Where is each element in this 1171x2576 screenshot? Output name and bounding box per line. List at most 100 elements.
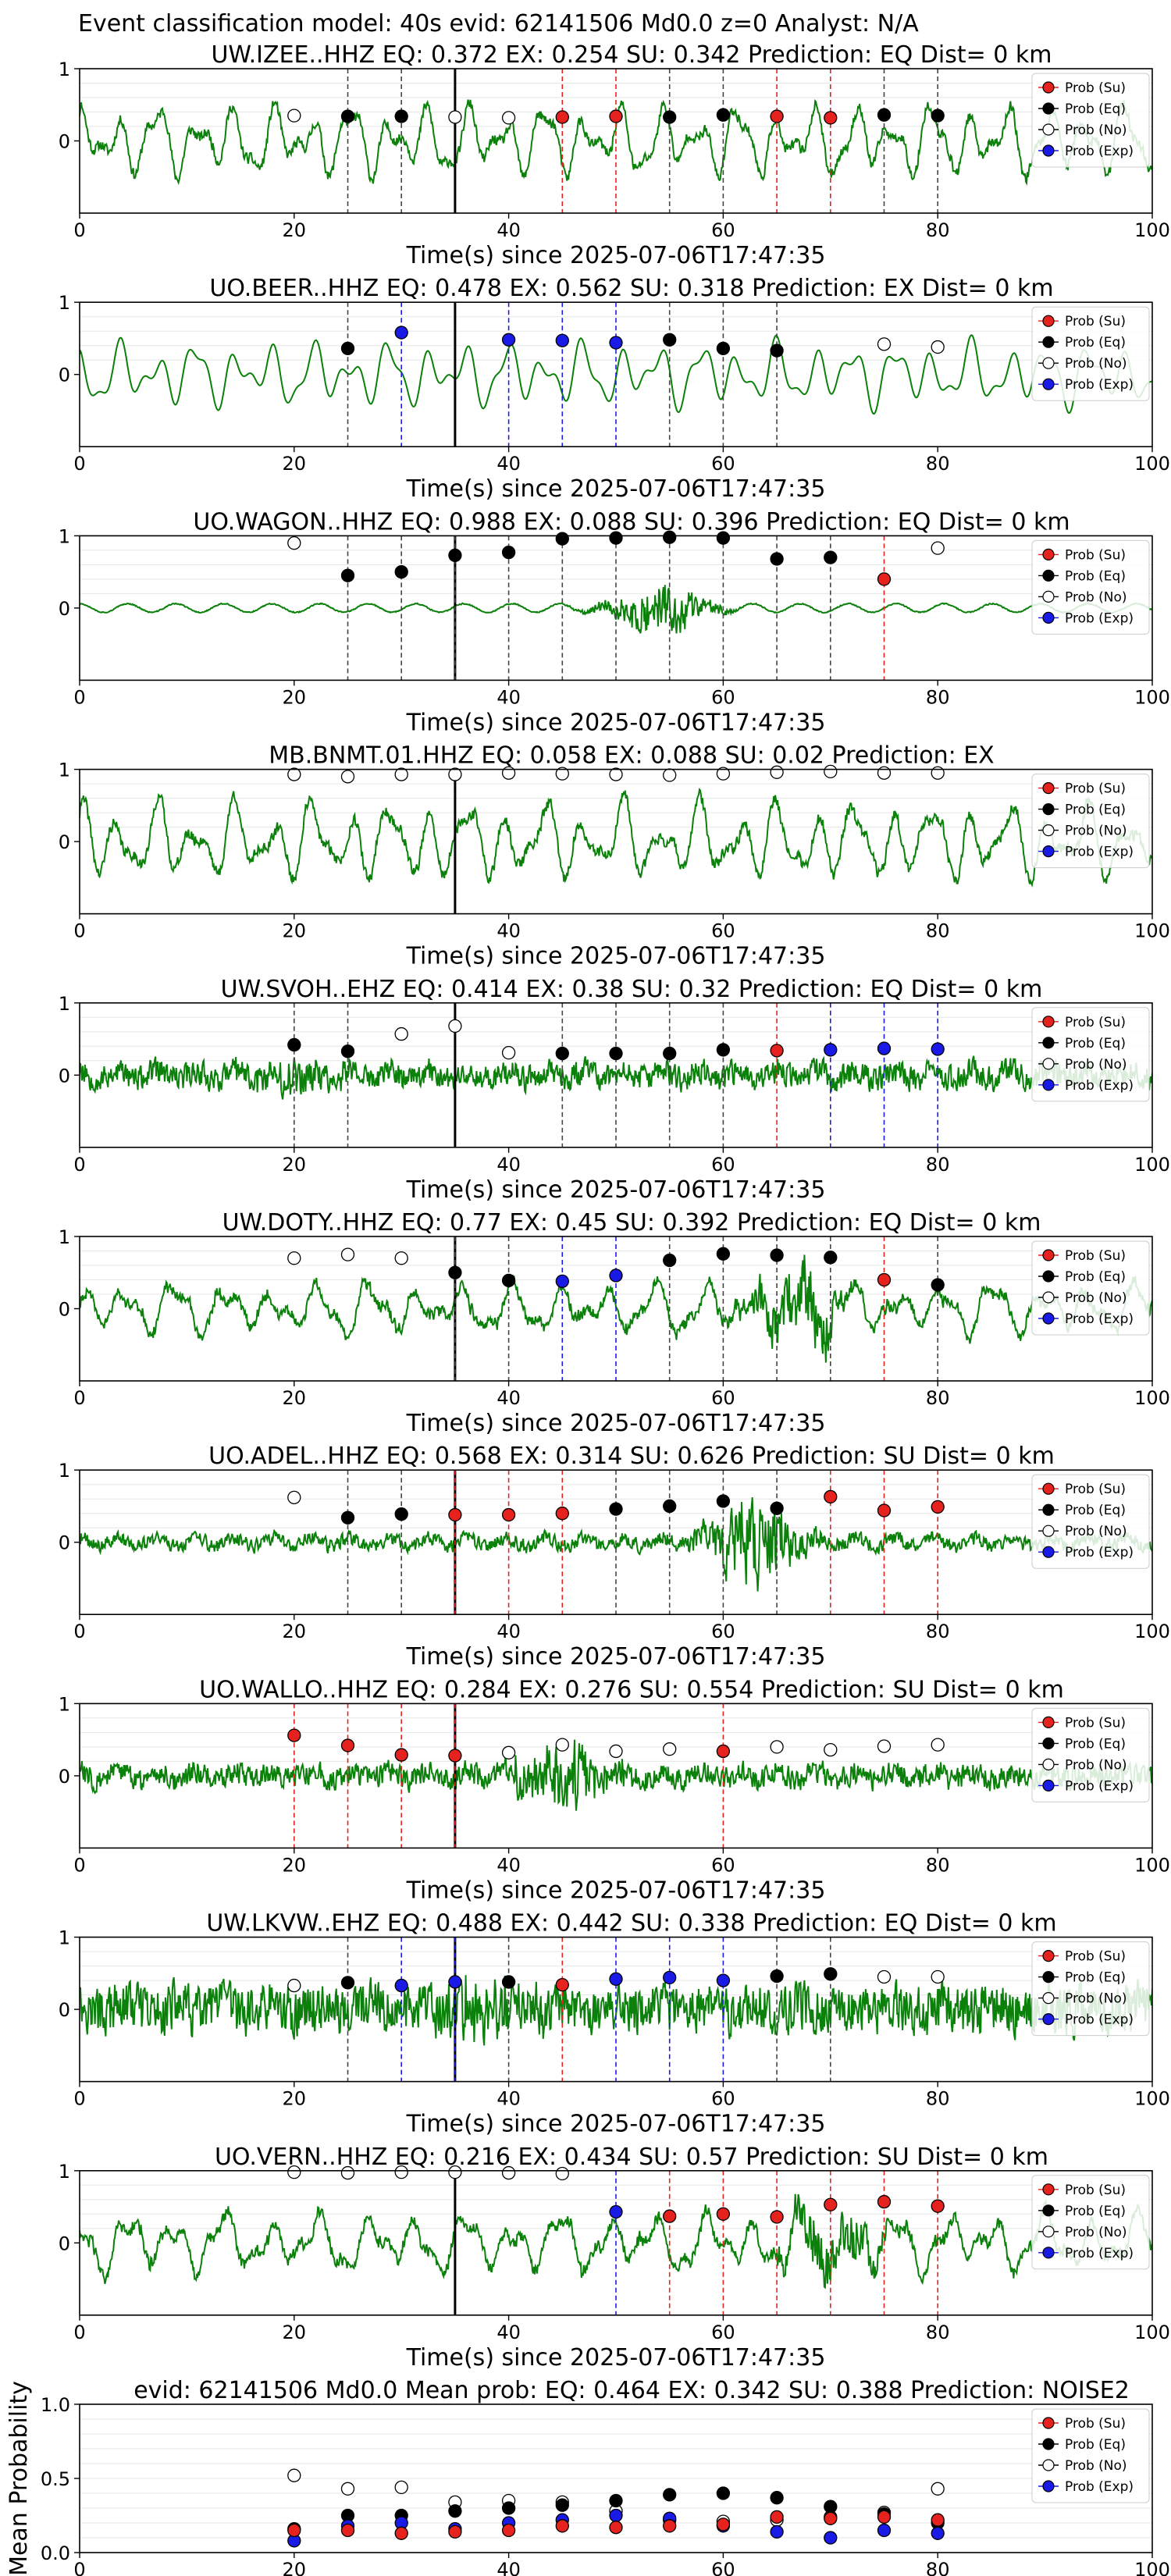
mean-marker-exp xyxy=(877,2523,892,2538)
legend: Prob (Su) Prob (Eq) Prob (No) Prob (Exp) xyxy=(1031,2175,1150,2270)
marker-eq xyxy=(394,1507,408,1521)
x-tick-label: 60 xyxy=(711,920,735,942)
marker-eq xyxy=(663,1499,677,1514)
mean-marker-eq xyxy=(555,2498,569,2512)
x-tick-label: 40 xyxy=(497,1387,521,1409)
waveform-trace xyxy=(80,98,1152,186)
panel-title: UW.LKVW..EHZ EQ: 0.488 EX: 0.442 SU: 0.3… xyxy=(206,1910,1056,1937)
mean-marker-su xyxy=(824,2511,838,2525)
legend-marker-eq xyxy=(1042,1971,1055,1984)
marker-no xyxy=(287,536,301,550)
x-tick-label: 60 xyxy=(711,686,735,708)
panels: 0 20 40 60 80 100 0 1 UW.IZEE..HHZ EQ: 0.372 EX:… xyxy=(5,41,1170,2576)
marker-su xyxy=(448,1749,462,1763)
legend-label-exp: Prob (Exp) xyxy=(1065,2012,1134,2028)
marker-su xyxy=(555,110,569,124)
marker-eq xyxy=(340,1976,355,1990)
marker-eq xyxy=(824,1251,838,1265)
marker-no xyxy=(394,2165,408,2179)
panel-8: 0 20 40 60 80 100 0 1 UW.LKVW..EHZ EQ: 0.488 EX:… xyxy=(59,1910,1170,2138)
panel-3: 0 20 40 60 80 100 0 1 MB.BNMT.01.HHZ EQ: 0.058 E… xyxy=(59,742,1170,970)
legend-marker-exp xyxy=(1042,1779,1055,1791)
marker-no xyxy=(340,2165,355,2180)
marker-exp xyxy=(609,1268,623,1283)
legend-label-no: Prob (No) xyxy=(1065,1290,1127,1306)
x-tick-label: 80 xyxy=(926,1154,950,1176)
legend-marker-exp xyxy=(1042,378,1055,390)
legend-label-su: Prob (Su) xyxy=(1065,314,1126,329)
legend-label-su: Prob (Su) xyxy=(1065,1715,1126,1731)
x-tick-label: 0 xyxy=(73,2088,85,2110)
marker-no xyxy=(716,767,731,781)
marker-no xyxy=(824,764,838,779)
legend-label-su: Prob (Su) xyxy=(1065,2183,1126,2198)
legend: Prob (Su) Prob (Eq) Prob (No) Prob (Exp) xyxy=(1031,1007,1150,1102)
legend-marker-no xyxy=(1042,1058,1055,1070)
legend-label-no: Prob (No) xyxy=(1065,824,1127,839)
x-axis-label: Time(s) since 2025-07-06T17:47:35 xyxy=(406,1410,826,1437)
x-tick-label: 40 xyxy=(497,686,521,708)
x-axis-label: Time(s) since 2025-07-06T17:47:35 xyxy=(406,1176,826,1204)
y-tick-label: 1 xyxy=(59,1693,70,1715)
marker-eq xyxy=(770,1248,784,1262)
y-tick-label: 0.5 xyxy=(41,2468,70,2490)
panel-title: UW.IZEE..HHZ EQ: 0.372 EX: 0.254 SU: 0.3… xyxy=(211,41,1052,69)
legend-label-exp: Prob (Exp) xyxy=(1065,610,1134,626)
marker-eq xyxy=(287,1037,301,1052)
mean-marker-no xyxy=(394,2480,408,2495)
x-tick-label: 40 xyxy=(497,1621,521,1642)
panel-title: UW.DOTY..HHZ EQ: 0.77 EX: 0.45 SU: 0.392… xyxy=(222,1209,1041,1236)
legend: Prob (Su) Prob (Eq) Prob (No) Prob (Exp) xyxy=(1031,1707,1150,1802)
marker-eq xyxy=(716,108,731,122)
x-tick-label: 20 xyxy=(283,2088,307,2110)
legend-marker-no xyxy=(1042,357,1055,369)
marker-eq xyxy=(931,1278,945,1292)
marker-exp xyxy=(609,1972,623,1986)
legend-marker-su xyxy=(1042,2183,1055,2196)
mean-marker-su xyxy=(555,2519,569,2533)
legend-marker-exp xyxy=(1042,1312,1055,1325)
x-tick-label: 20 xyxy=(283,920,307,942)
legend-marker-exp xyxy=(1042,1546,1055,1558)
legend-box xyxy=(1031,73,1150,168)
legend-box xyxy=(1031,1707,1150,1802)
marker-eq xyxy=(716,531,731,545)
marker-eq xyxy=(448,548,462,563)
waveform-trace xyxy=(80,1055,1152,1100)
x-tick-label: 80 xyxy=(926,219,950,241)
legend-marker-su xyxy=(1042,1016,1055,1028)
x-tick-label: 60 xyxy=(711,1854,735,1876)
panel-9: 0 20 40 60 80 100 0 1 UO.VERN..HHZ EQ: 0.216 EX:… xyxy=(59,2144,1170,2371)
legend-label-eq: Prob (Eq) xyxy=(1065,2437,1126,2453)
panel-plot-area xyxy=(80,1470,1152,1615)
x-axis-label: Time(s) since 2025-07-06T17:47:35 xyxy=(406,475,826,503)
marker-no xyxy=(609,767,623,781)
panel-frame xyxy=(79,768,1153,915)
x-tick-label: 80 xyxy=(926,1387,950,1409)
legend-label-su: Prob (Su) xyxy=(1065,1248,1126,1264)
marker-eq xyxy=(716,1043,731,1057)
marker-exp xyxy=(609,336,623,350)
marker-no xyxy=(394,1251,408,1265)
marker-su xyxy=(287,1728,301,1742)
legend-marker-exp xyxy=(1042,611,1055,624)
legend-label-no: Prob (No) xyxy=(1065,356,1127,372)
legend-marker-no xyxy=(1042,1291,1055,1304)
marker-exp xyxy=(609,2204,623,2219)
marker-eq xyxy=(340,1044,355,1059)
x-tick-label: 0 xyxy=(73,1154,85,1176)
mean-marker-exp xyxy=(609,2508,623,2523)
marker-eq xyxy=(555,1046,569,1061)
legend-marker-su xyxy=(1042,315,1055,327)
y-tick-label: 0 xyxy=(59,2233,70,2254)
legend-marker-no xyxy=(1042,590,1055,603)
x-tick-label: 60 xyxy=(711,219,735,241)
legend-label-exp: Prob (Exp) xyxy=(1065,1778,1134,1794)
legend-marker-exp xyxy=(1042,1079,1055,1091)
x-tick-label: 100 xyxy=(1134,219,1170,241)
marker-no xyxy=(448,110,462,124)
marker-eq xyxy=(340,109,355,123)
marker-eq xyxy=(501,1975,516,1989)
legend-box xyxy=(1031,2175,1150,2270)
